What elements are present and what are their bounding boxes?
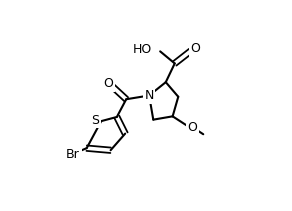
Text: S: S	[91, 114, 99, 127]
Text: O: O	[187, 121, 197, 134]
Text: N: N	[145, 89, 154, 102]
Text: Br: Br	[66, 147, 80, 161]
Text: HO: HO	[133, 43, 152, 56]
Text: O: O	[103, 77, 113, 90]
Text: O: O	[190, 42, 200, 55]
